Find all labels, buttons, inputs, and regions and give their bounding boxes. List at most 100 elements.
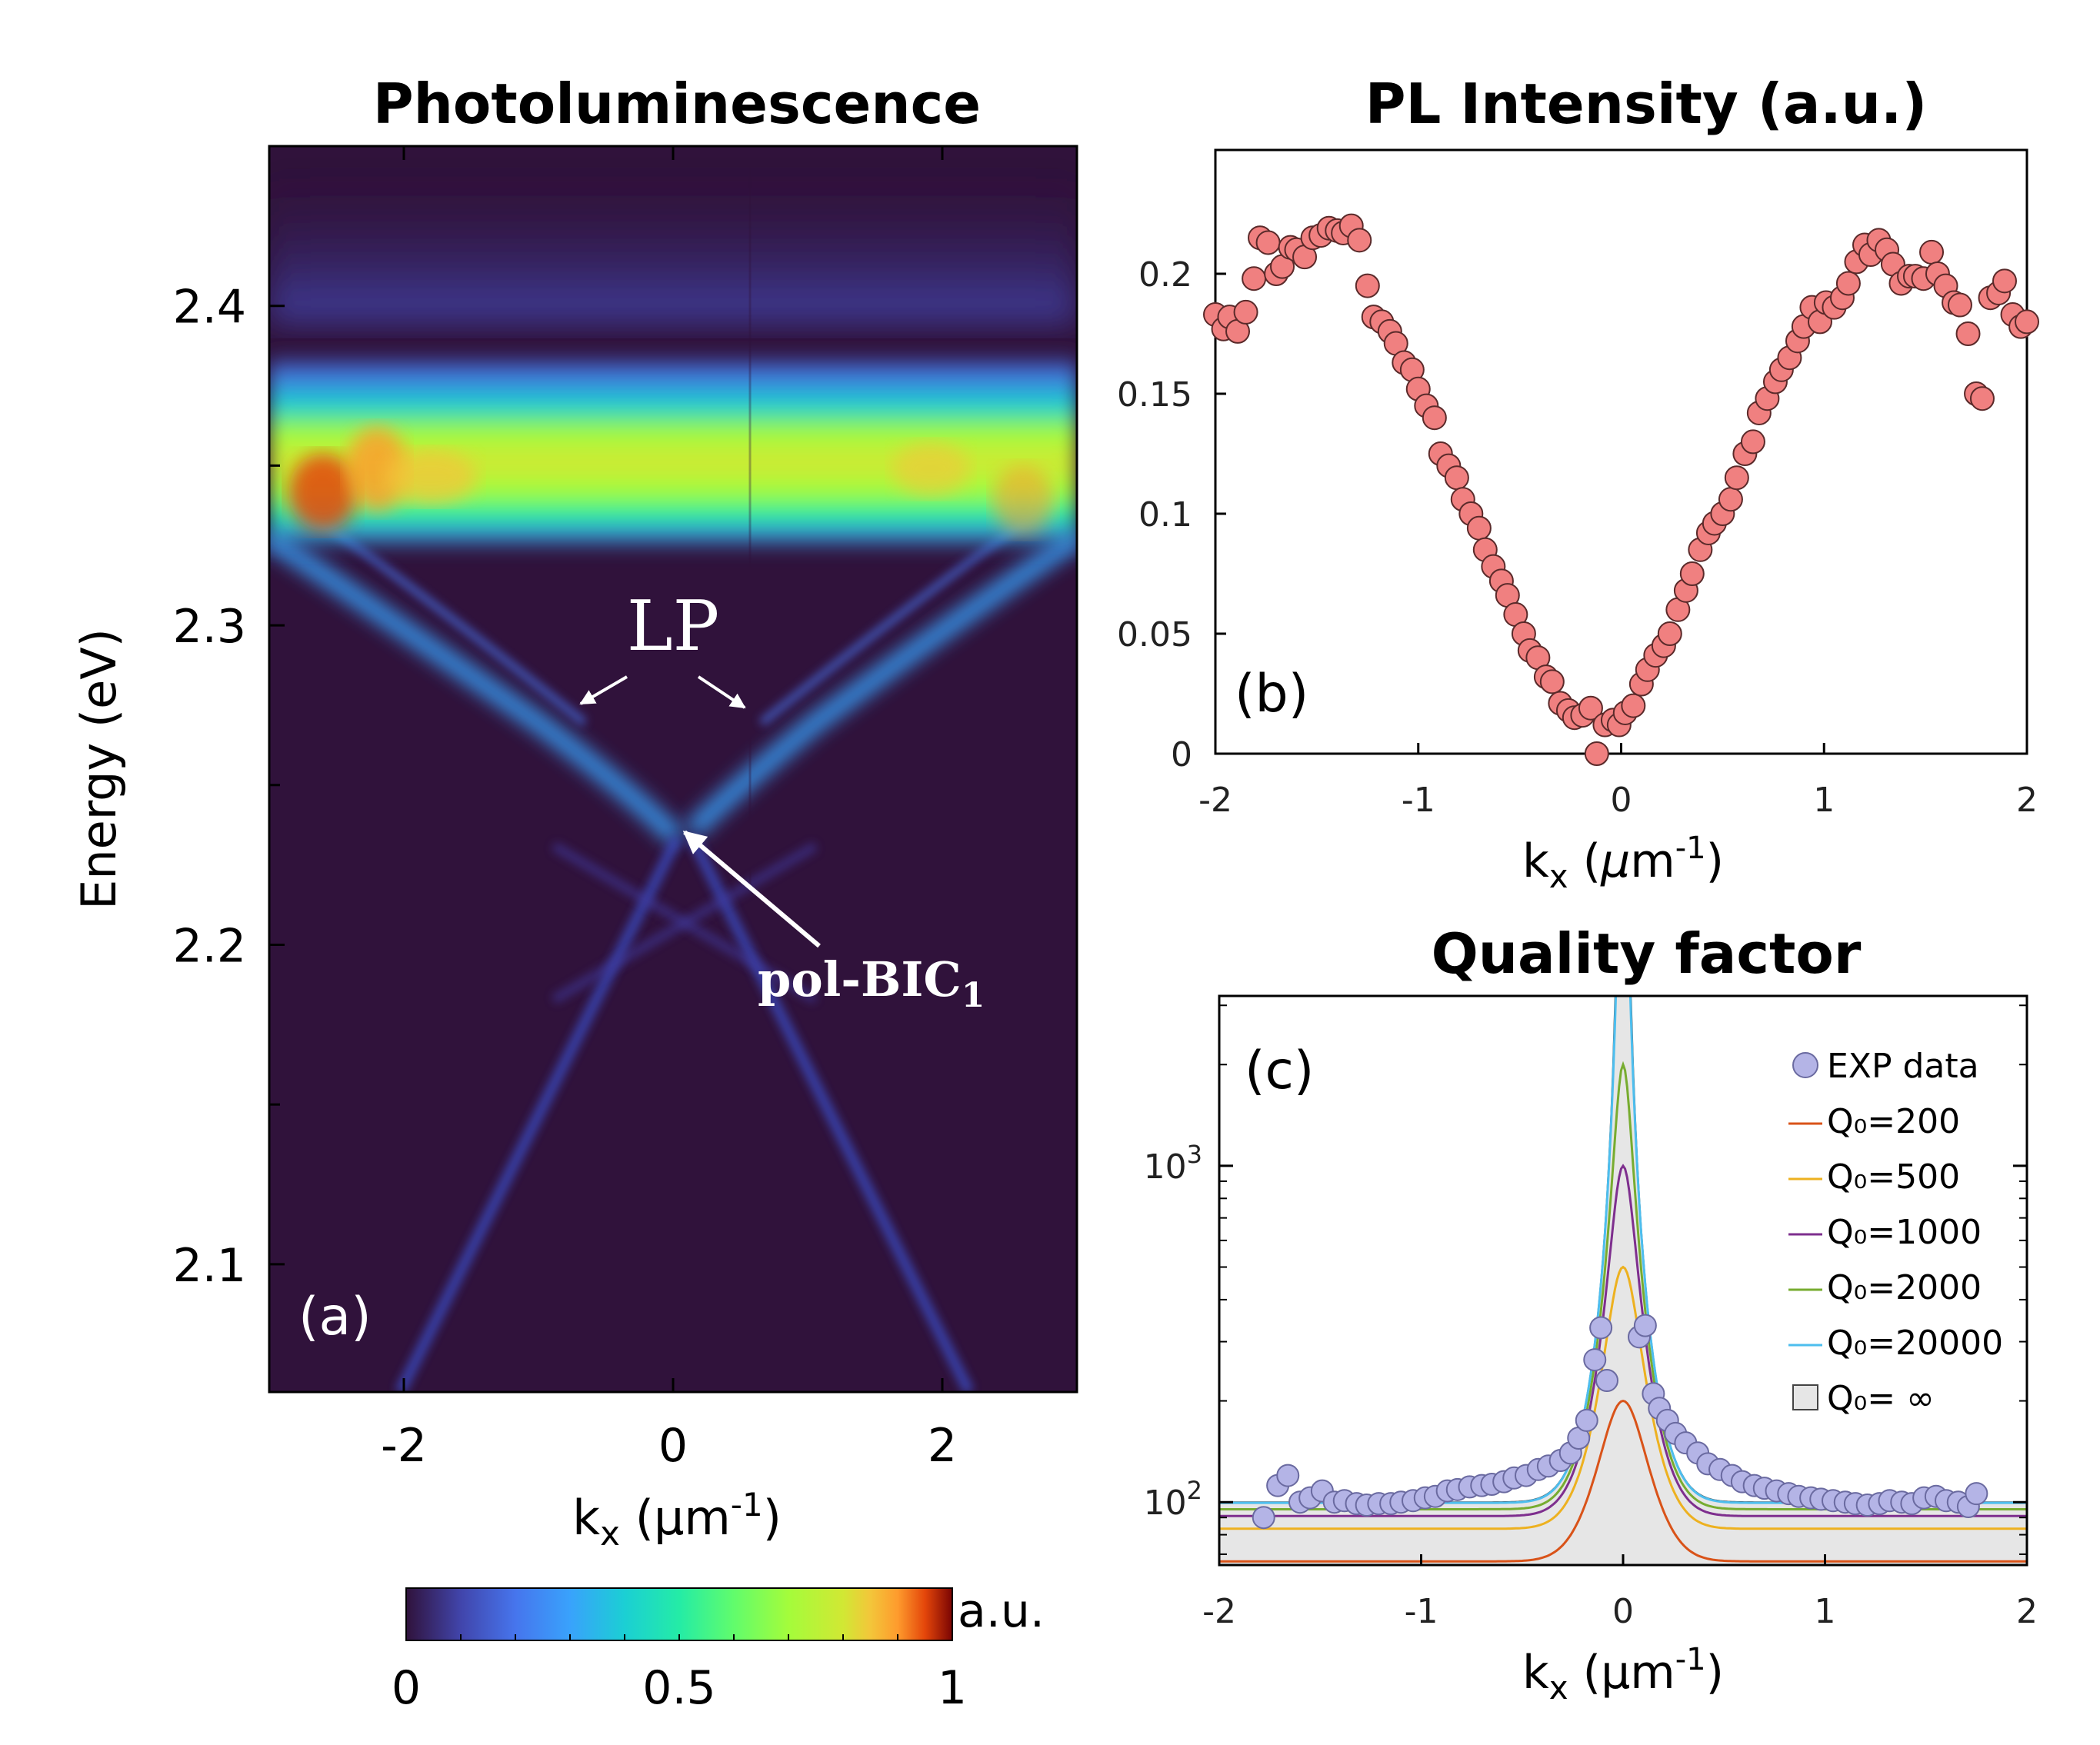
legend-series-label: Q₀=500	[1827, 1157, 1960, 1197]
panel-b-xlabel: kx (μm-1)	[1522, 831, 1724, 895]
q-exp-point	[1575, 1408, 1598, 1432]
panel-c-legend: EXP data Q₀=200 Q₀=500 Q₀=1000 Q₀=2000 Q₀=200…	[1788, 1047, 2003, 1418]
panel-b-ytick-label: 0	[1171, 735, 1192, 774]
panel-a: Photoluminescence LP	[71, 72, 1078, 1715]
panel-a-title: Photoluminescence	[373, 72, 981, 136]
panel-b-title: PL Intensity (a.u.)	[1365, 72, 1928, 136]
panel-c-xtick-label: -2	[1202, 1592, 1236, 1631]
pl-intensity-point	[1242, 266, 1267, 291]
q-curve-500	[1219, 1265, 2027, 1530]
pl-intensity-point	[1955, 321, 1981, 346]
panel-b-xtick-label: -1	[1402, 781, 1435, 820]
heatmap	[269, 146, 1077, 1392]
heatmap-background	[269, 146, 1077, 1392]
pl-intensity-point	[1466, 515, 1492, 541]
pl-intensity-point	[1835, 271, 1861, 296]
panel-c: Quality factor -2 -1 0 1 2 102 103 (c) EXP dat…	[1144, 921, 2038, 1707]
panel-c-ytick-label: 103	[1144, 1140, 1202, 1187]
lp-branch-left	[269, 530, 685, 846]
panel-c-ytick-label: 102	[1144, 1476, 1202, 1523]
panel-b-axes: -2 -1 0 1 2 0 0.05 0.1 0.15 0.2	[1117, 255, 2038, 820]
colorbar-tick-label: 1	[938, 1661, 967, 1715]
heatmap-upper-glow	[269, 169, 1077, 323]
pl-intensity-point	[1444, 465, 1469, 491]
dispersion-line-right-low	[687, 835, 975, 1392]
pl-intensity-point	[1947, 292, 1972, 318]
panel-c-xlabel: kx (μm-1)	[1522, 1642, 1724, 1707]
panel-a-ytick-label: 2.3	[173, 600, 246, 654]
panel-c-points	[1252, 1314, 1988, 1530]
panel-c-xtick-label: -1	[1405, 1592, 1438, 1631]
bic-arrow	[682, 830, 821, 948]
lp-branch-right	[685, 530, 1077, 838]
q-exp-point	[1276, 1464, 1300, 1487]
panel-c-axes: -2 -1 0 1 2 102 103	[1144, 1004, 2038, 1631]
q-curve-200	[1219, 1400, 2027, 1563]
hotspot-5	[992, 465, 1054, 534]
panel-c-xtick-label: 2	[2016, 1592, 2038, 1631]
pl-intensity-point	[1724, 465, 1749, 491]
pl-intensity-point	[1355, 273, 1380, 298]
panel-a-ylabel: Energy (eV)	[71, 628, 127, 910]
panel-a-xtick-label: 2	[928, 1419, 957, 1473]
panel-a-ytick-label: 2.2	[173, 919, 246, 973]
panel-a-axes: -2 0 2 2.1 2.2 2.3 2.4	[173, 145, 957, 1473]
pl-intensity-point	[1578, 695, 1603, 721]
pl-intensity-point	[1539, 669, 1565, 694]
lp-arrow-right	[697, 675, 746, 709]
bic-label: pol-BIC1	[758, 951, 985, 1015]
q-exp-point	[1633, 1314, 1657, 1337]
q-exp-point	[1252, 1506, 1275, 1530]
panel-a-ytick-label: 2.1	[173, 1239, 246, 1293]
colorbar-ticks: 0 0.5 1	[392, 1634, 967, 1715]
panel-b-ytick-label: 0.2	[1138, 255, 1192, 295]
colorbar-tick-label: 0.5	[642, 1661, 715, 1715]
panel-b-ytick-label: 0.05	[1117, 615, 1192, 654]
hotspot-1	[288, 454, 358, 531]
pl-intensity-point	[1992, 268, 2017, 294]
pl-intensity-point	[1233, 299, 1258, 325]
panel-c-letter: (c)	[1245, 1041, 1314, 1101]
legend-series-label: Q₀=2000	[1827, 1268, 1982, 1307]
q-exp-point	[1583, 1348, 1607, 1372]
lp-arrow-left	[579, 675, 628, 705]
hotspot-4	[892, 442, 969, 496]
panel-b: PL Intensity (a.u.) -2 -1 0 1 2 0 0.05 0.1 0.15 0…	[1117, 72, 2039, 895]
legend-series-label: Q₀= ∞	[1827, 1379, 1935, 1418]
panel-a-xlabel: kx (μm-1)	[572, 1486, 782, 1554]
pl-intensity-point	[2015, 309, 2039, 335]
panel-c-title: Quality factor	[1432, 921, 1862, 986]
q-exp-point	[1595, 1369, 1618, 1393]
panel-b-xtick-label: 2	[2016, 781, 2038, 820]
legend-exp-marker	[1792, 1052, 1818, 1078]
pl-intensity-point	[1919, 239, 1945, 265]
pl-intensity-point	[1347, 228, 1372, 253]
pl-intensity-point	[1422, 405, 1447, 431]
dispersion-line-left-low	[395, 835, 682, 1392]
legend-series-label: Q₀=1000	[1827, 1213, 1982, 1252]
panel-b-xtick-label: 1	[1813, 781, 1835, 820]
panel-c-xtick-label: 0	[1612, 1592, 1634, 1631]
panel-a-xtick-label: 0	[658, 1419, 688, 1473]
q-curve-1000	[1219, 1164, 2027, 1517]
legend-series-label: Q₀=20000	[1827, 1324, 2003, 1363]
panel-a-letter: (a)	[298, 1287, 372, 1347]
panel-b-letter: (b)	[1235, 664, 1308, 724]
lp-label: LP	[627, 586, 719, 667]
pl-intensity-point	[1621, 693, 1646, 718]
panel-b-ytick-label: 0.1	[1138, 495, 1192, 534]
legend-series-label: Q₀=200	[1827, 1102, 1960, 1141]
pl-intensity-point	[1584, 741, 1609, 766]
pl-intensity-point	[1718, 487, 1743, 512]
pl-intensity-point	[1740, 429, 1765, 455]
panel-b-points	[1203, 213, 2039, 766]
pl-intensity-point	[1679, 561, 1705, 586]
hotspot-3	[385, 450, 477, 504]
panel-c-xtick-label: 1	[1815, 1592, 1836, 1631]
panel-a-ytick-label: 2.4	[173, 281, 246, 335]
panel-a-xtick-label: -2	[381, 1419, 427, 1473]
pl-intensity-point	[1657, 621, 1682, 646]
panel-b-xtick-label: 0	[1611, 781, 1632, 820]
pl-intensity-point	[1255, 230, 1281, 255]
